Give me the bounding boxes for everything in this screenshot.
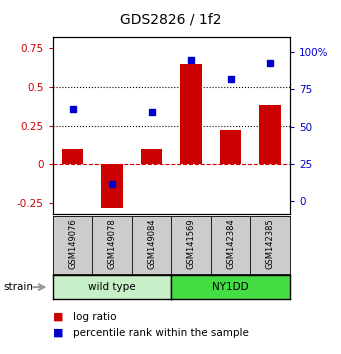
Text: GSM142384: GSM142384 xyxy=(226,219,235,269)
Text: ■: ■ xyxy=(53,312,63,322)
Text: GSM142385: GSM142385 xyxy=(266,219,275,269)
Text: GDS2826 / 1f2: GDS2826 / 1f2 xyxy=(120,12,221,27)
Bar xyxy=(259,105,281,165)
Text: NY1DD: NY1DD xyxy=(212,282,249,292)
Text: strain: strain xyxy=(3,282,33,292)
Text: wild type: wild type xyxy=(88,282,136,292)
Text: GSM149076: GSM149076 xyxy=(68,219,77,269)
Text: ■: ■ xyxy=(53,328,63,338)
Text: percentile rank within the sample: percentile rank within the sample xyxy=(73,328,249,338)
Bar xyxy=(62,149,84,165)
Bar xyxy=(220,130,241,165)
Bar xyxy=(141,149,162,165)
Text: GSM149078: GSM149078 xyxy=(108,219,117,269)
Text: GSM149084: GSM149084 xyxy=(147,219,156,269)
Bar xyxy=(180,64,202,165)
Text: log ratio: log ratio xyxy=(73,312,117,322)
Text: GSM141569: GSM141569 xyxy=(187,219,196,269)
Bar xyxy=(101,165,123,208)
